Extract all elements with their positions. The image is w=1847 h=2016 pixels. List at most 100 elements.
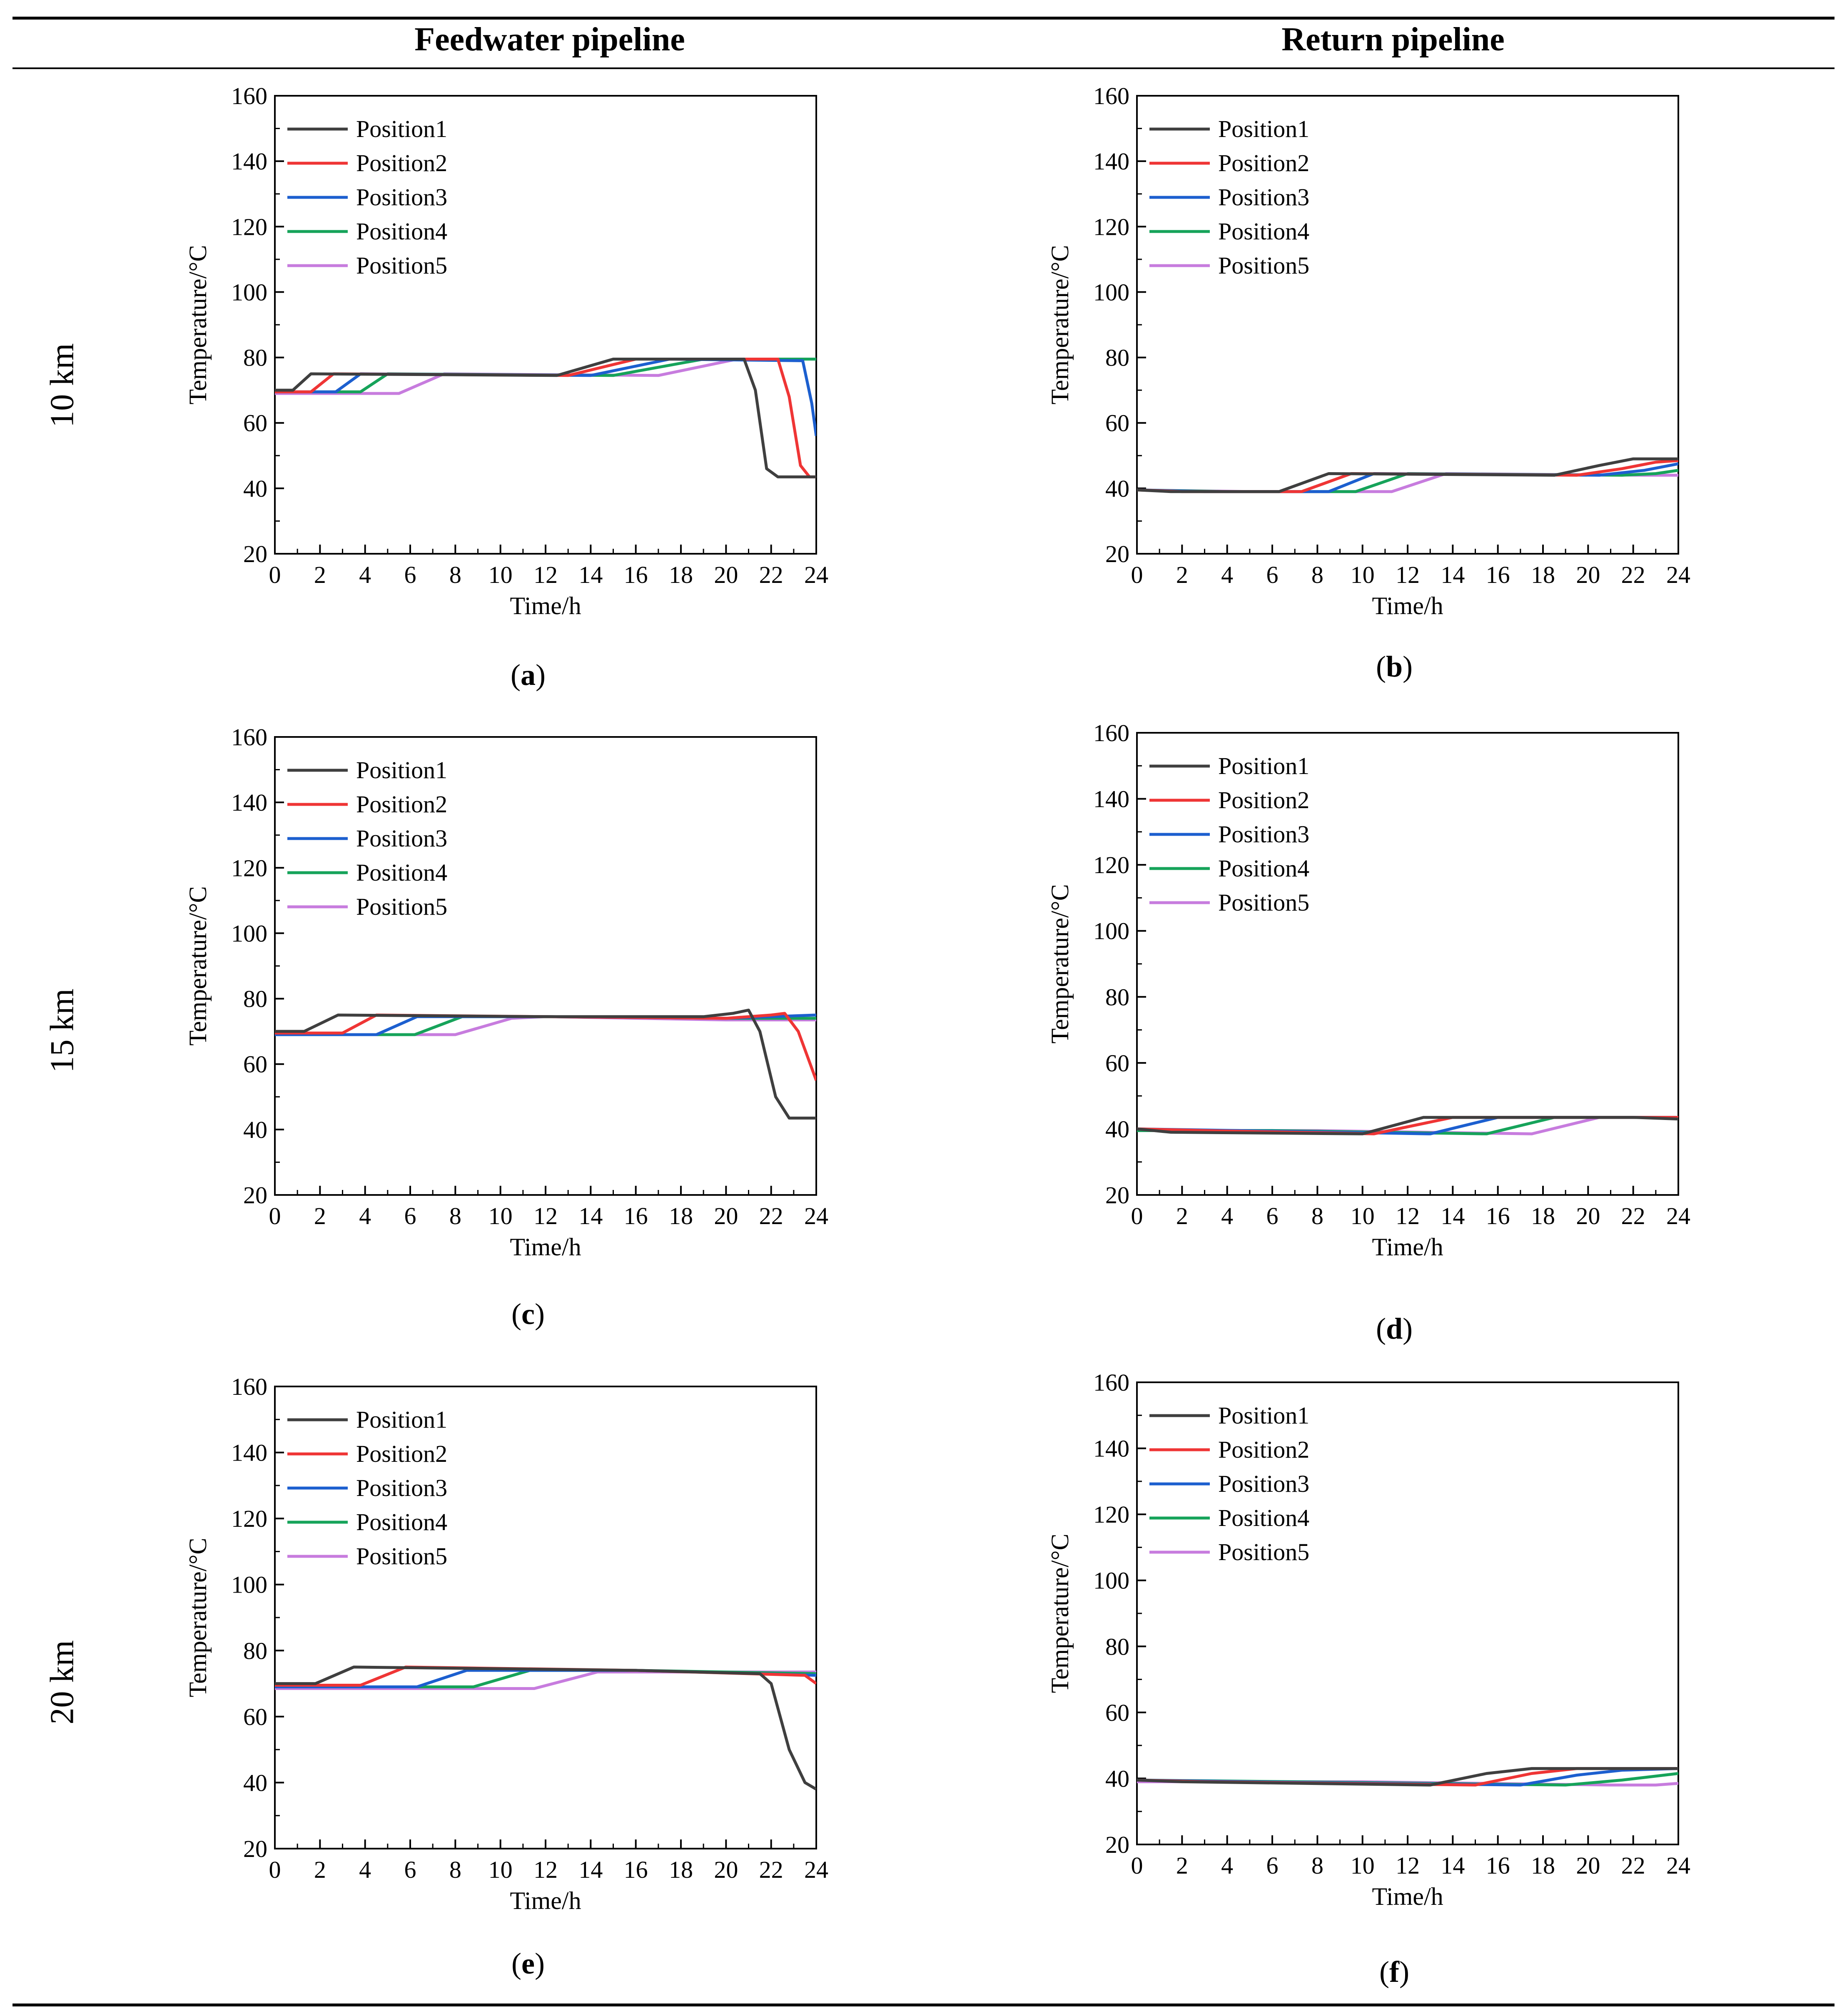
x-tick-label: 14	[1441, 561, 1465, 588]
x-axis-label: Time/h	[1372, 592, 1443, 620]
x-tick-label: 4	[1221, 1202, 1233, 1230]
x-tick-label: 4	[359, 1202, 371, 1230]
x-tick-label: 4	[359, 561, 371, 588]
x-axis-label: Time/h	[1372, 1233, 1443, 1261]
x-tick-label: 24	[1666, 561, 1690, 588]
legend-label-position1: Position1	[356, 115, 447, 142]
y-tick-label: 160	[1093, 719, 1129, 747]
x-tick-label: 6	[404, 561, 416, 588]
x-axis-label: Time/h	[510, 1887, 581, 1914]
legend-label-position5: Position5	[1218, 889, 1309, 916]
legend-label-position3: Position3	[1218, 821, 1309, 848]
caption-e: (e)	[511, 1947, 545, 1980]
x-tick-label: 16	[1486, 561, 1510, 588]
y-tick-label: 160	[1093, 82, 1129, 110]
legend-label-position1: Position1	[356, 757, 447, 784]
x-tick-label: 0	[269, 561, 281, 588]
y-tick-label: 140	[231, 1439, 267, 1466]
x-tick-label: 24	[804, 1856, 828, 1883]
y-tick-label: 100	[1093, 918, 1129, 945]
x-tick-label: 22	[1621, 1852, 1645, 1879]
legend-label-position2: Position2	[356, 1440, 447, 1467]
legend-label-position5: Position5	[356, 252, 447, 279]
y-tick-label: 60	[243, 1051, 267, 1078]
x-tick-label: 2	[1176, 1852, 1188, 1879]
bottom-rule	[12, 2004, 1835, 2006]
x-tick-label: 14	[1441, 1852, 1465, 1879]
y-tick-label: 40	[1105, 475, 1129, 502]
x-tick-label: 20	[714, 1202, 738, 1230]
series-line-position1	[1137, 1116, 1678, 1135]
legend-label-position2: Position2	[356, 149, 447, 177]
x-tick-label: 22	[1621, 1202, 1645, 1230]
x-tick-label: 16	[1486, 1852, 1510, 1879]
legend-label-position3: Position3	[356, 184, 447, 211]
y-tick-label: 140	[1093, 148, 1129, 175]
column-header-feedwater: Feedwater pipeline	[414, 21, 685, 58]
y-tick-label: 60	[1105, 1699, 1129, 1726]
y-tick-label: 20	[243, 1182, 267, 1209]
x-tick-label: 18	[1531, 561, 1555, 588]
y-tick-label: 80	[1105, 983, 1129, 1010]
x-tick-label: 22	[759, 1856, 783, 1883]
x-tick-label: 6	[1266, 1202, 1279, 1230]
x-tick-label: 8	[449, 561, 461, 588]
caption-d-letter: d	[1386, 1312, 1403, 1345]
series-line-position1	[1137, 457, 1678, 493]
legend-label-position3: Position3	[1218, 1470, 1309, 1497]
y-tick-label: 140	[1093, 786, 1129, 813]
y-tick-label: 20	[243, 540, 267, 567]
y-tick-label: 160	[1093, 1369, 1129, 1396]
x-tick-label: 20	[714, 1856, 738, 1883]
y-tick-label: 80	[1105, 1633, 1129, 1660]
y-tick-label: 20	[1105, 1831, 1129, 1858]
x-tick-label: 20	[714, 561, 738, 588]
caption-d: (d)	[1376, 1312, 1413, 1345]
x-tick-label: 12	[1396, 1202, 1420, 1230]
y-tick-label: 40	[1105, 1115, 1129, 1142]
x-tick-label: 20	[1576, 1202, 1600, 1230]
x-tick-label: 2	[314, 561, 326, 588]
y-tick-label: 20	[1105, 540, 1129, 567]
x-tick-label: 24	[804, 561, 828, 588]
column-header-return: Return pipeline	[1281, 21, 1505, 58]
header-rule	[12, 67, 1835, 69]
caption-b-letter: b	[1386, 650, 1403, 683]
legend-label-position5: Position5	[1218, 1538, 1309, 1566]
x-tick-label: 14	[578, 1856, 603, 1883]
y-tick-label: 160	[231, 82, 267, 110]
y-tick-label: 140	[1093, 1435, 1129, 1462]
legend-label-position4: Position4	[356, 859, 447, 886]
x-tick-label: 6	[404, 1856, 416, 1883]
legend-label-position4: Position4	[356, 218, 447, 245]
x-tick-label: 0	[269, 1856, 281, 1883]
y-tick-label: 160	[231, 724, 267, 751]
series-line-position1	[275, 358, 816, 478]
y-tick-label: 20	[243, 1835, 267, 1862]
series-line-position1	[275, 1008, 816, 1120]
y-tick-label: 40	[243, 1116, 267, 1143]
legend-label-position1: Position1	[356, 1406, 447, 1433]
y-tick-label: 100	[1093, 279, 1129, 306]
x-tick-label: 24	[804, 1202, 828, 1230]
y-tick-label: 60	[1105, 410, 1129, 437]
y-tick-label: 80	[243, 1637, 267, 1664]
caption-f: (f)	[1379, 1955, 1409, 1989]
y-tick-label: 40	[1105, 1765, 1129, 1792]
legend-label-position2: Position2	[1218, 786, 1309, 814]
y-tick-label: 100	[231, 920, 267, 947]
top-rule	[12, 17, 1835, 20]
y-tick-label: 60	[243, 1703, 267, 1730]
y-tick-label: 140	[231, 148, 267, 175]
legend-label-position3: Position3	[356, 1474, 447, 1501]
x-axis-label: Time/h	[510, 592, 581, 620]
series-line-position2	[275, 1012, 816, 1081]
x-tick-label: 18	[669, 1202, 693, 1230]
x-tick-label: 24	[1666, 1202, 1690, 1230]
y-tick-label: 20	[1105, 1182, 1129, 1209]
legend-label-position1: Position1	[1218, 1402, 1309, 1429]
